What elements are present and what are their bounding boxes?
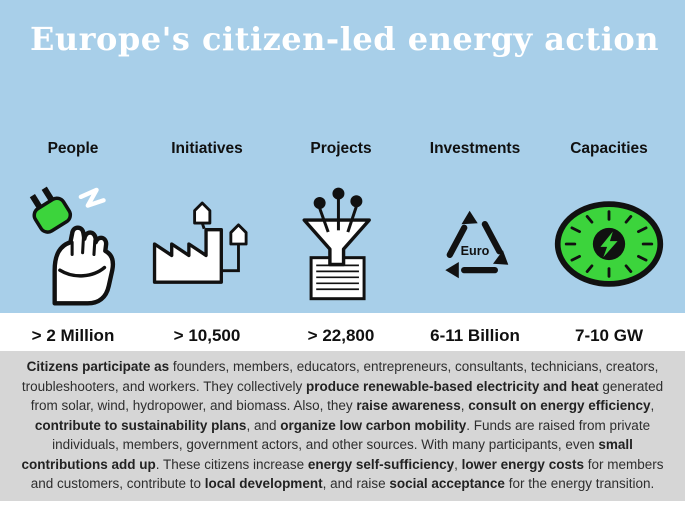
stat-column-projects: Projects > 22,800: [274, 140, 408, 346]
stat-value: > 10,500: [173, 326, 241, 345]
stat-value: > 22,800: [307, 326, 375, 345]
fist-plug-icon: [29, 186, 116, 306]
funnel-documents-icon: [302, 187, 371, 301]
stat-value: 7-10 GW: [574, 326, 644, 345]
paragraph-background: [0, 351, 685, 501]
stat-column-investments: Investments Euro 6-11 Billion: [408, 140, 542, 346]
stat-column-initiatives: Initiatives > 10,500: [140, 140, 274, 346]
stat-label: Investments: [429, 140, 521, 157]
stat-value: 6-11 Billion: [430, 326, 520, 345]
recycle-euro-icon: Euro: [445, 210, 509, 279]
page-title: Europe's citizen-led energy action: [30, 20, 659, 58]
stat-label: People: [47, 140, 99, 157]
stat-column-people: People > 2 Million: [6, 140, 140, 346]
description-paragraph: Citizens participate as founders, member…: [21, 359, 664, 492]
stat-column-capacities: Capacities: [542, 140, 676, 346]
gauge-lightning-icon: [554, 201, 664, 287]
stat-label: Projects: [310, 140, 372, 157]
euro-label: Euro: [461, 244, 490, 258]
stats-row: People > 2 Million Initiatives: [6, 140, 676, 346]
stat-label: Capacities: [570, 140, 648, 157]
stat-label: Initiatives: [171, 140, 243, 157]
stat-value: > 2 Million: [31, 326, 115, 345]
factory-network-icon: [152, 201, 248, 284]
